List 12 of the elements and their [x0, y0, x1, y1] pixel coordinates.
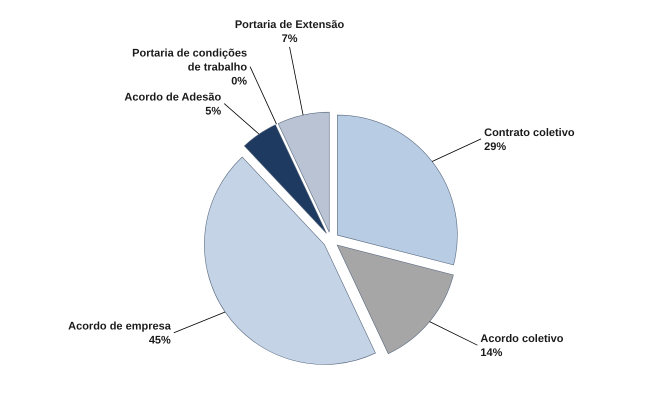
data-label: 5% [205, 106, 222, 118]
text: 0% [231, 76, 248, 88]
data-label: 14% [480, 347, 503, 360]
data-label: 45% [148, 334, 172, 347]
slice-label: Portaria de Extensão [234, 18, 345, 31]
data-label: 7% [282, 32, 298, 45]
slice-label: Acordo de Adesão [124, 92, 222, 104]
slice-label: Acordo de empresa [68, 320, 172, 333]
data-label: 29% [484, 140, 506, 153]
slice-label: Contrato coletivo [484, 126, 575, 139]
category-label: Portaria de condições de trabalho [132, 48, 248, 74]
slice-label: Acordo coletivo [480, 333, 564, 346]
